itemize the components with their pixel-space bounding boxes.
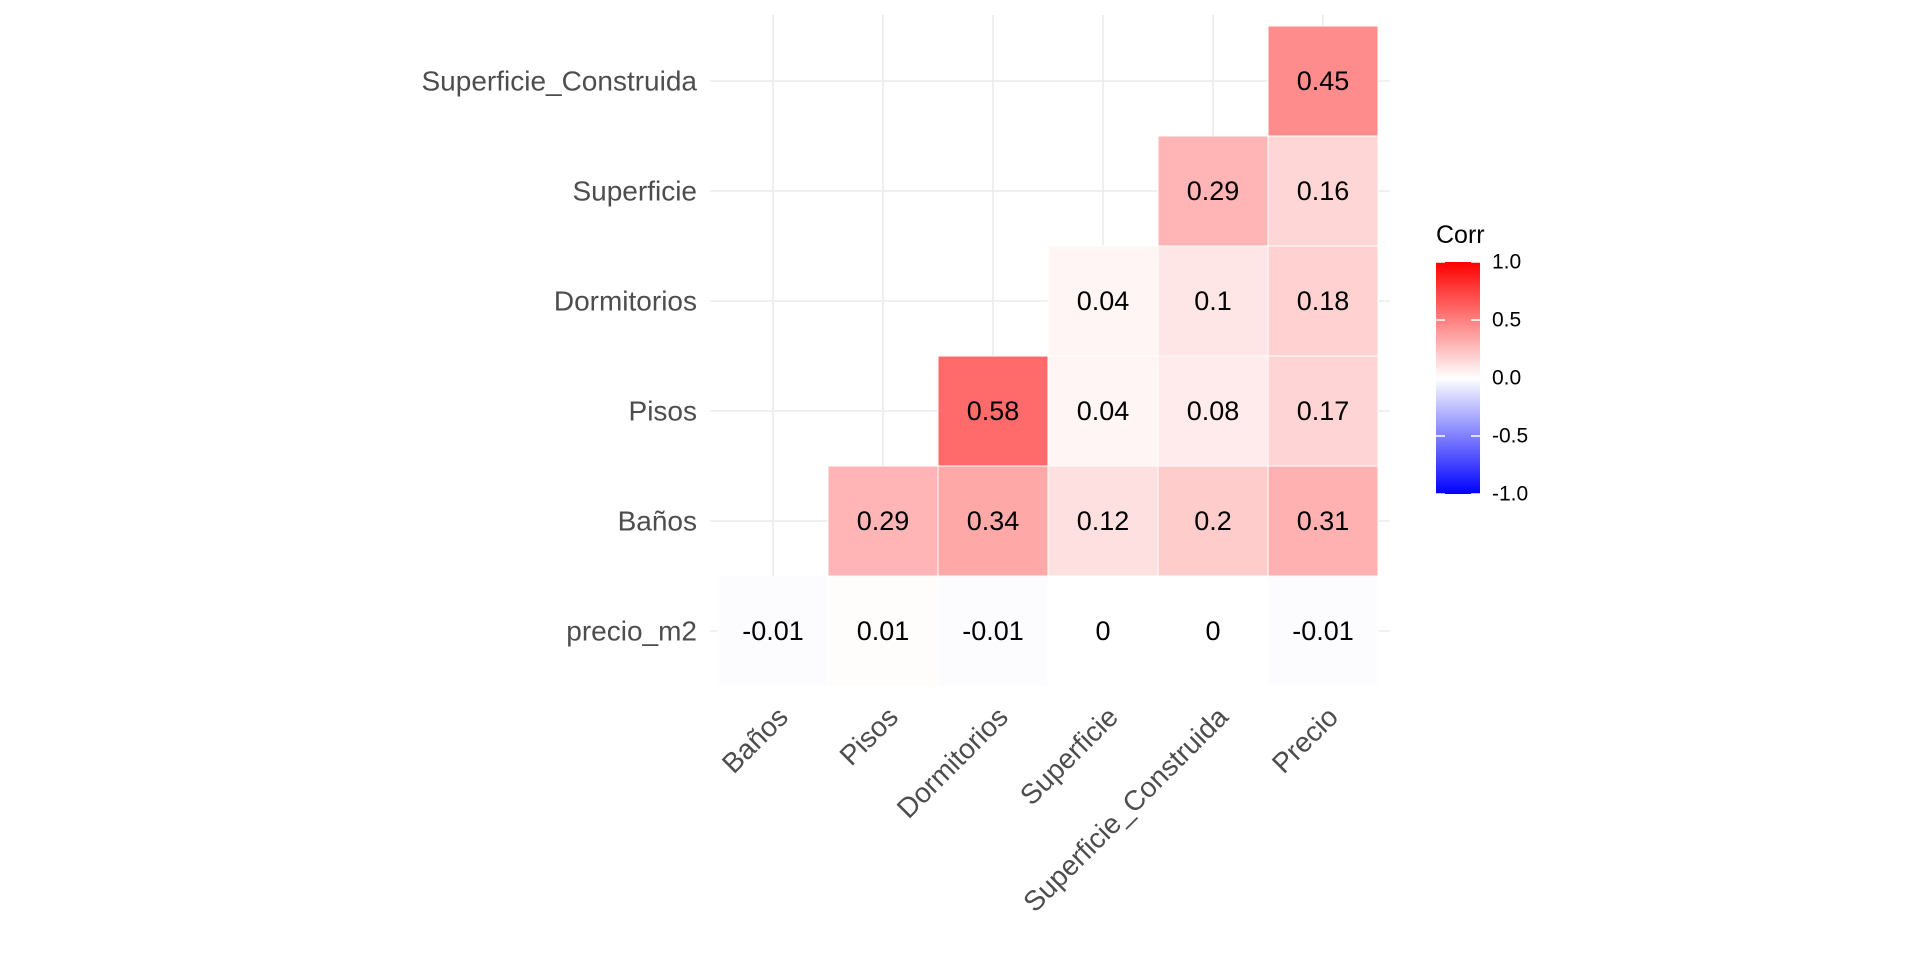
cell-label-pisos-superficie-construida: 0.08 bbox=[1187, 396, 1240, 426]
cell-label-precio-m2-dormitorios: -0.01 bbox=[962, 616, 1024, 646]
cell-label-banos-dormitorios: 0.34 bbox=[967, 506, 1020, 536]
cell-label-superficie-superficie-construida: 0.29 bbox=[1187, 176, 1240, 206]
cell-label-pisos-dormitorios: 0.58 bbox=[967, 396, 1020, 426]
cell-label-banos-precio: 0.31 bbox=[1297, 506, 1350, 536]
y-tick-label-pisos: Pisos bbox=[629, 396, 697, 427]
x-tick-label-superficie-construida: Superficie_Construida bbox=[1017, 701, 1234, 918]
cell-label-pisos-superficie: 0.04 bbox=[1077, 396, 1130, 426]
x-tick-label-dormitorios: Dormitorios bbox=[891, 701, 1014, 824]
cell-label-dormitorios-superficie: 0.04 bbox=[1077, 286, 1130, 316]
cell-label-precio-m2-banos: -0.01 bbox=[742, 616, 804, 646]
cell-label-banos-superficie: 0.12 bbox=[1077, 506, 1130, 536]
cell-banos-precio bbox=[1267, 465, 1379, 577]
x-tick-label-pisos: Pisos bbox=[834, 701, 904, 771]
cell-label-banos-pisos: 0.29 bbox=[857, 506, 910, 536]
cell-label-banos-superficie-construida: 0.2 bbox=[1194, 506, 1232, 536]
cell-precio-m2-precio bbox=[1267, 575, 1379, 687]
cell-label-dormitorios-precio: 0.18 bbox=[1297, 286, 1350, 316]
cell-precio-m2-superficie-construida bbox=[1157, 575, 1269, 687]
cell-label-precio-m2-superficie: 0 bbox=[1095, 616, 1110, 646]
cell-dormitorios-superficie bbox=[1047, 245, 1159, 357]
cell-dormitorios-precio bbox=[1267, 245, 1379, 357]
cell-pisos-precio bbox=[1267, 355, 1379, 467]
legend-tick-label: 0.5 bbox=[1492, 309, 1521, 332]
legend-ticks: 1.0 0.5 0.0 -0.5 -1.0 bbox=[1436, 251, 1528, 506]
legend-tick-label: -1.0 bbox=[1492, 483, 1528, 506]
cell-label-dormitorios-superficie-construida: 0.1 bbox=[1194, 286, 1232, 316]
y-tick-label-superficie-construida: Superficie_Construida bbox=[422, 66, 698, 97]
cell-label-pisos-precio: 0.17 bbox=[1297, 396, 1350, 426]
y-tick-label-precio-m2: precio_m2 bbox=[566, 616, 697, 647]
legend-tick-label: 1.0 bbox=[1492, 251, 1521, 274]
cell-superficie-construida-precio bbox=[1267, 25, 1379, 137]
cell-banos-dormitorios bbox=[937, 465, 1049, 577]
cell-pisos-superficie bbox=[1047, 355, 1159, 467]
cell-banos-pisos bbox=[827, 465, 939, 577]
cell-label-precio-m2-pisos: 0.01 bbox=[857, 616, 910, 646]
cell-superficie-precio bbox=[1267, 135, 1379, 247]
cell-label-superficie-construida-precio: 0.45 bbox=[1297, 66, 1350, 96]
cell-label-superficie-precio: 0.16 bbox=[1297, 176, 1350, 206]
cell-precio-m2-pisos bbox=[827, 575, 939, 687]
cell-pisos-dormitorios bbox=[937, 355, 1049, 467]
y-tick-label-dormitorios: Dormitorios bbox=[554, 286, 697, 317]
cell-precio-m2-banos bbox=[717, 575, 829, 687]
cell-label-precio-m2-precio: -0.01 bbox=[1292, 616, 1354, 646]
cell-dormitorios-superficie-construida bbox=[1157, 245, 1269, 357]
y-tick-label-banos: Baños bbox=[618, 506, 697, 537]
legend-tick-label: -0.5 bbox=[1492, 425, 1528, 448]
y-tick-label-superficie: Superficie bbox=[572, 176, 697, 207]
legend-title: Corr bbox=[1436, 221, 1485, 249]
legend: Corr 1.0 0.5 0.0 -0.5 -1.0 bbox=[1436, 221, 1528, 506]
cell-superficie-superficie-construida bbox=[1157, 135, 1269, 247]
cell-banos-superficie-construida bbox=[1157, 465, 1269, 577]
cell-pisos-superficie-construida bbox=[1157, 355, 1269, 467]
x-tick-label-precio: Precio bbox=[1266, 701, 1344, 779]
cell-label-precio-m2-superficie-construida: 0 bbox=[1205, 616, 1220, 646]
y-axis: precio_m2 Baños Pisos Dormitorios Superficie… bbox=[422, 66, 698, 647]
legend-tick-label: 0.0 bbox=[1492, 367, 1521, 390]
x-tick-label-banos: Baños bbox=[716, 701, 794, 779]
heatmap-cells: -0.01 0.01 -0.01 0 0 -0.01 0.29 0.34 0.12 0.2 0.31… bbox=[717, 25, 1379, 687]
x-tick-label-superficie: Superficie bbox=[1014, 701, 1124, 811]
